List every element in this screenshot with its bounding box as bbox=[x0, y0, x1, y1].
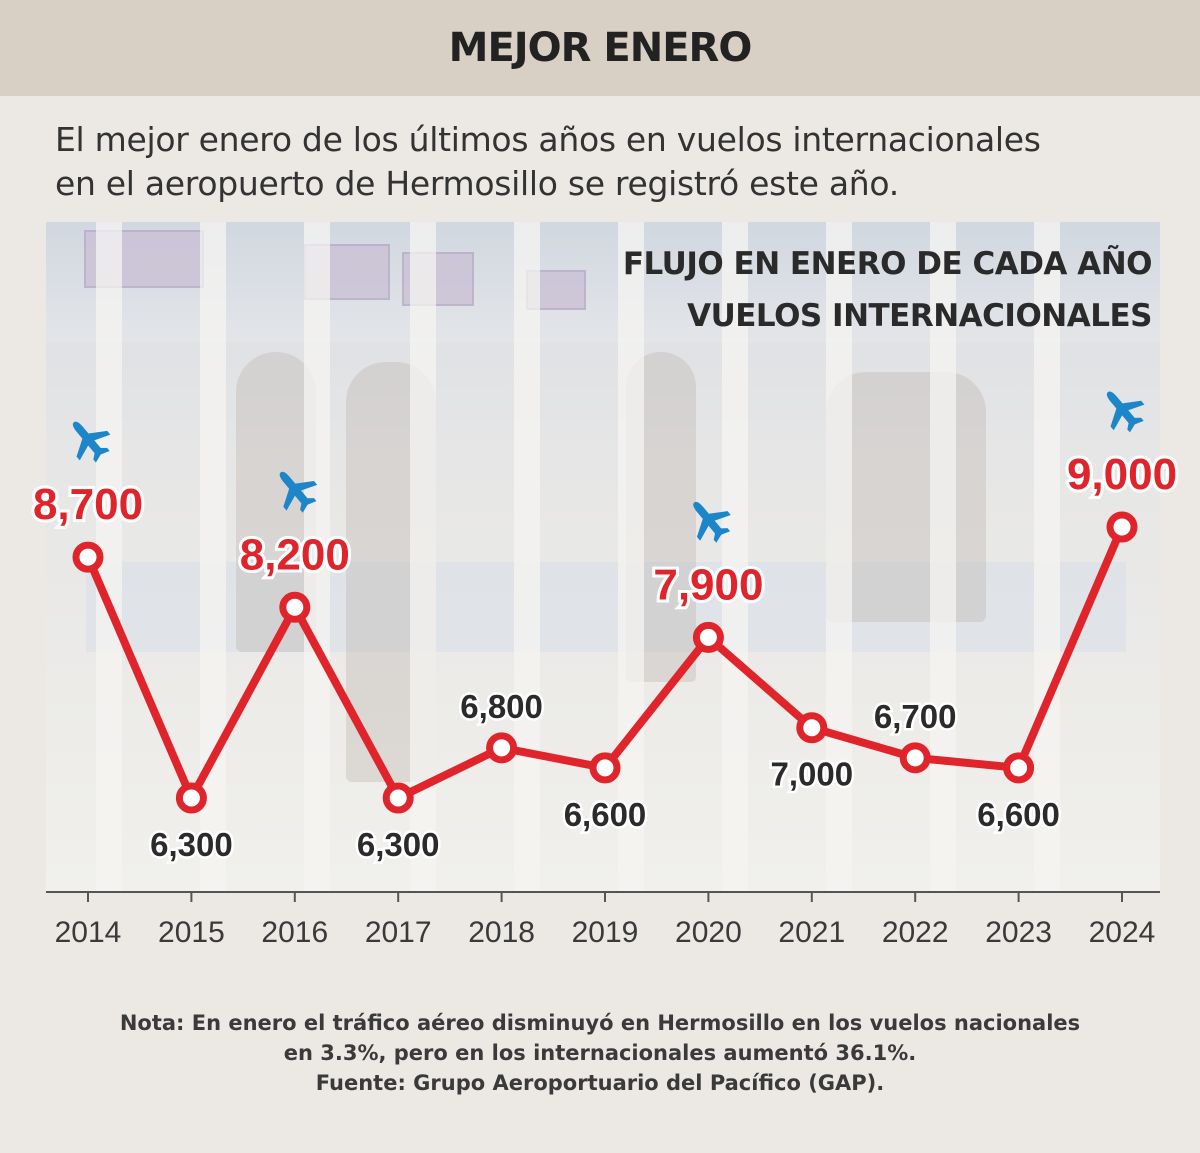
photo-pillar bbox=[514, 222, 540, 892]
data-point bbox=[1003, 752, 1035, 784]
x-tick-label: 2021 bbox=[778, 916, 845, 949]
x-tick-label: 2016 bbox=[261, 916, 328, 949]
note-line-1: Nota: En enero el tráfico aéreo disminuy… bbox=[119, 1011, 1081, 1035]
data-point bbox=[1106, 511, 1138, 543]
data-point bbox=[486, 732, 518, 764]
data-point bbox=[899, 742, 931, 774]
data-label: 6,300 bbox=[357, 826, 440, 863]
data-label: 6,300 bbox=[150, 826, 233, 863]
airplane-icon bbox=[1106, 391, 1145, 433]
x-tick-label: 2022 bbox=[882, 916, 949, 949]
x-tick-label: 2014 bbox=[55, 916, 122, 949]
photo-pillar bbox=[930, 222, 956, 892]
note-line-2: en 3.3%, pero en los internacionales aum… bbox=[283, 1041, 917, 1065]
chart-subtitle: VUELOS INTERNACIONALES bbox=[687, 298, 1152, 334]
photo-pillar bbox=[722, 222, 748, 892]
subtitle-line-2: en el aeropuerto de Hermosillo se regist… bbox=[55, 164, 899, 203]
x-tick-label: 2023 bbox=[985, 916, 1052, 949]
data-label: 6,600 bbox=[564, 796, 647, 833]
x-tick-label: 2017 bbox=[365, 916, 432, 949]
data-label: 7,900 bbox=[653, 560, 763, 609]
x-tick-label: 2020 bbox=[675, 916, 742, 949]
page-title: MEJOR ENERO bbox=[448, 25, 753, 71]
x-axis-tick-labels: 2014 2015 2016 2017 2018 2019 2020 2021 2022 2023… bbox=[55, 916, 1156, 949]
chart-heading: FLUJO EN ENERO DE CADA AÑO VUELOS INTERN… bbox=[622, 238, 1153, 342]
data-point bbox=[692, 621, 724, 653]
airplane-icon bbox=[279, 471, 318, 513]
x-axis-ticks bbox=[87, 892, 1123, 902]
data-label: 8,200 bbox=[240, 530, 350, 579]
data-labels: 8,700 6,300 8,200 6,300 6,800 6,600 7,900 7,000… bbox=[30, 447, 1180, 866]
photo-person bbox=[826, 372, 986, 622]
data-label: 6,700 bbox=[874, 698, 957, 735]
x-tick-label: 2018 bbox=[468, 916, 535, 949]
x-tick-label: 2024 bbox=[1089, 916, 1156, 949]
data-label: 6,600 bbox=[977, 796, 1060, 833]
photo-pillar bbox=[304, 222, 330, 892]
subtitle-line-1: El mejor enero de los últimos años en vu… bbox=[55, 120, 1041, 159]
airplane-icon bbox=[693, 501, 731, 543]
plane-icons bbox=[72, 391, 1145, 543]
data-point bbox=[175, 782, 207, 814]
x-tick-label: 2015 bbox=[158, 916, 225, 949]
data-point bbox=[279, 591, 311, 623]
data-label: 6,800 bbox=[460, 688, 543, 725]
data-label: 8,700 bbox=[33, 480, 143, 529]
x-tick-label: 2019 bbox=[572, 916, 639, 949]
data-label: 9,000 bbox=[1067, 450, 1177, 499]
subtitle: El mejor enero de los últimos años en vu… bbox=[55, 118, 1155, 206]
data-label: 7,000 bbox=[771, 756, 854, 793]
footnote: Nota: En enero el tráfico aéreo disminuy… bbox=[40, 1008, 1160, 1098]
data-point bbox=[589, 752, 621, 784]
photo-ceiling bbox=[46, 222, 1160, 342]
chart-title: FLUJO EN ENERO DE CADA AÑO bbox=[622, 246, 1153, 282]
data-point bbox=[796, 712, 828, 744]
data-point bbox=[72, 541, 104, 573]
airplane-icon bbox=[72, 421, 111, 463]
photo-pillar bbox=[826, 222, 852, 892]
photo-pillar bbox=[618, 222, 644, 892]
data-point bbox=[382, 782, 414, 814]
photo-pillar bbox=[1034, 222, 1060, 892]
source-line: Fuente: Grupo Aeroportuario del Pacífico… bbox=[315, 1071, 885, 1095]
data-points bbox=[72, 511, 1138, 814]
header-band: MEJOR ENERO bbox=[0, 0, 1200, 96]
